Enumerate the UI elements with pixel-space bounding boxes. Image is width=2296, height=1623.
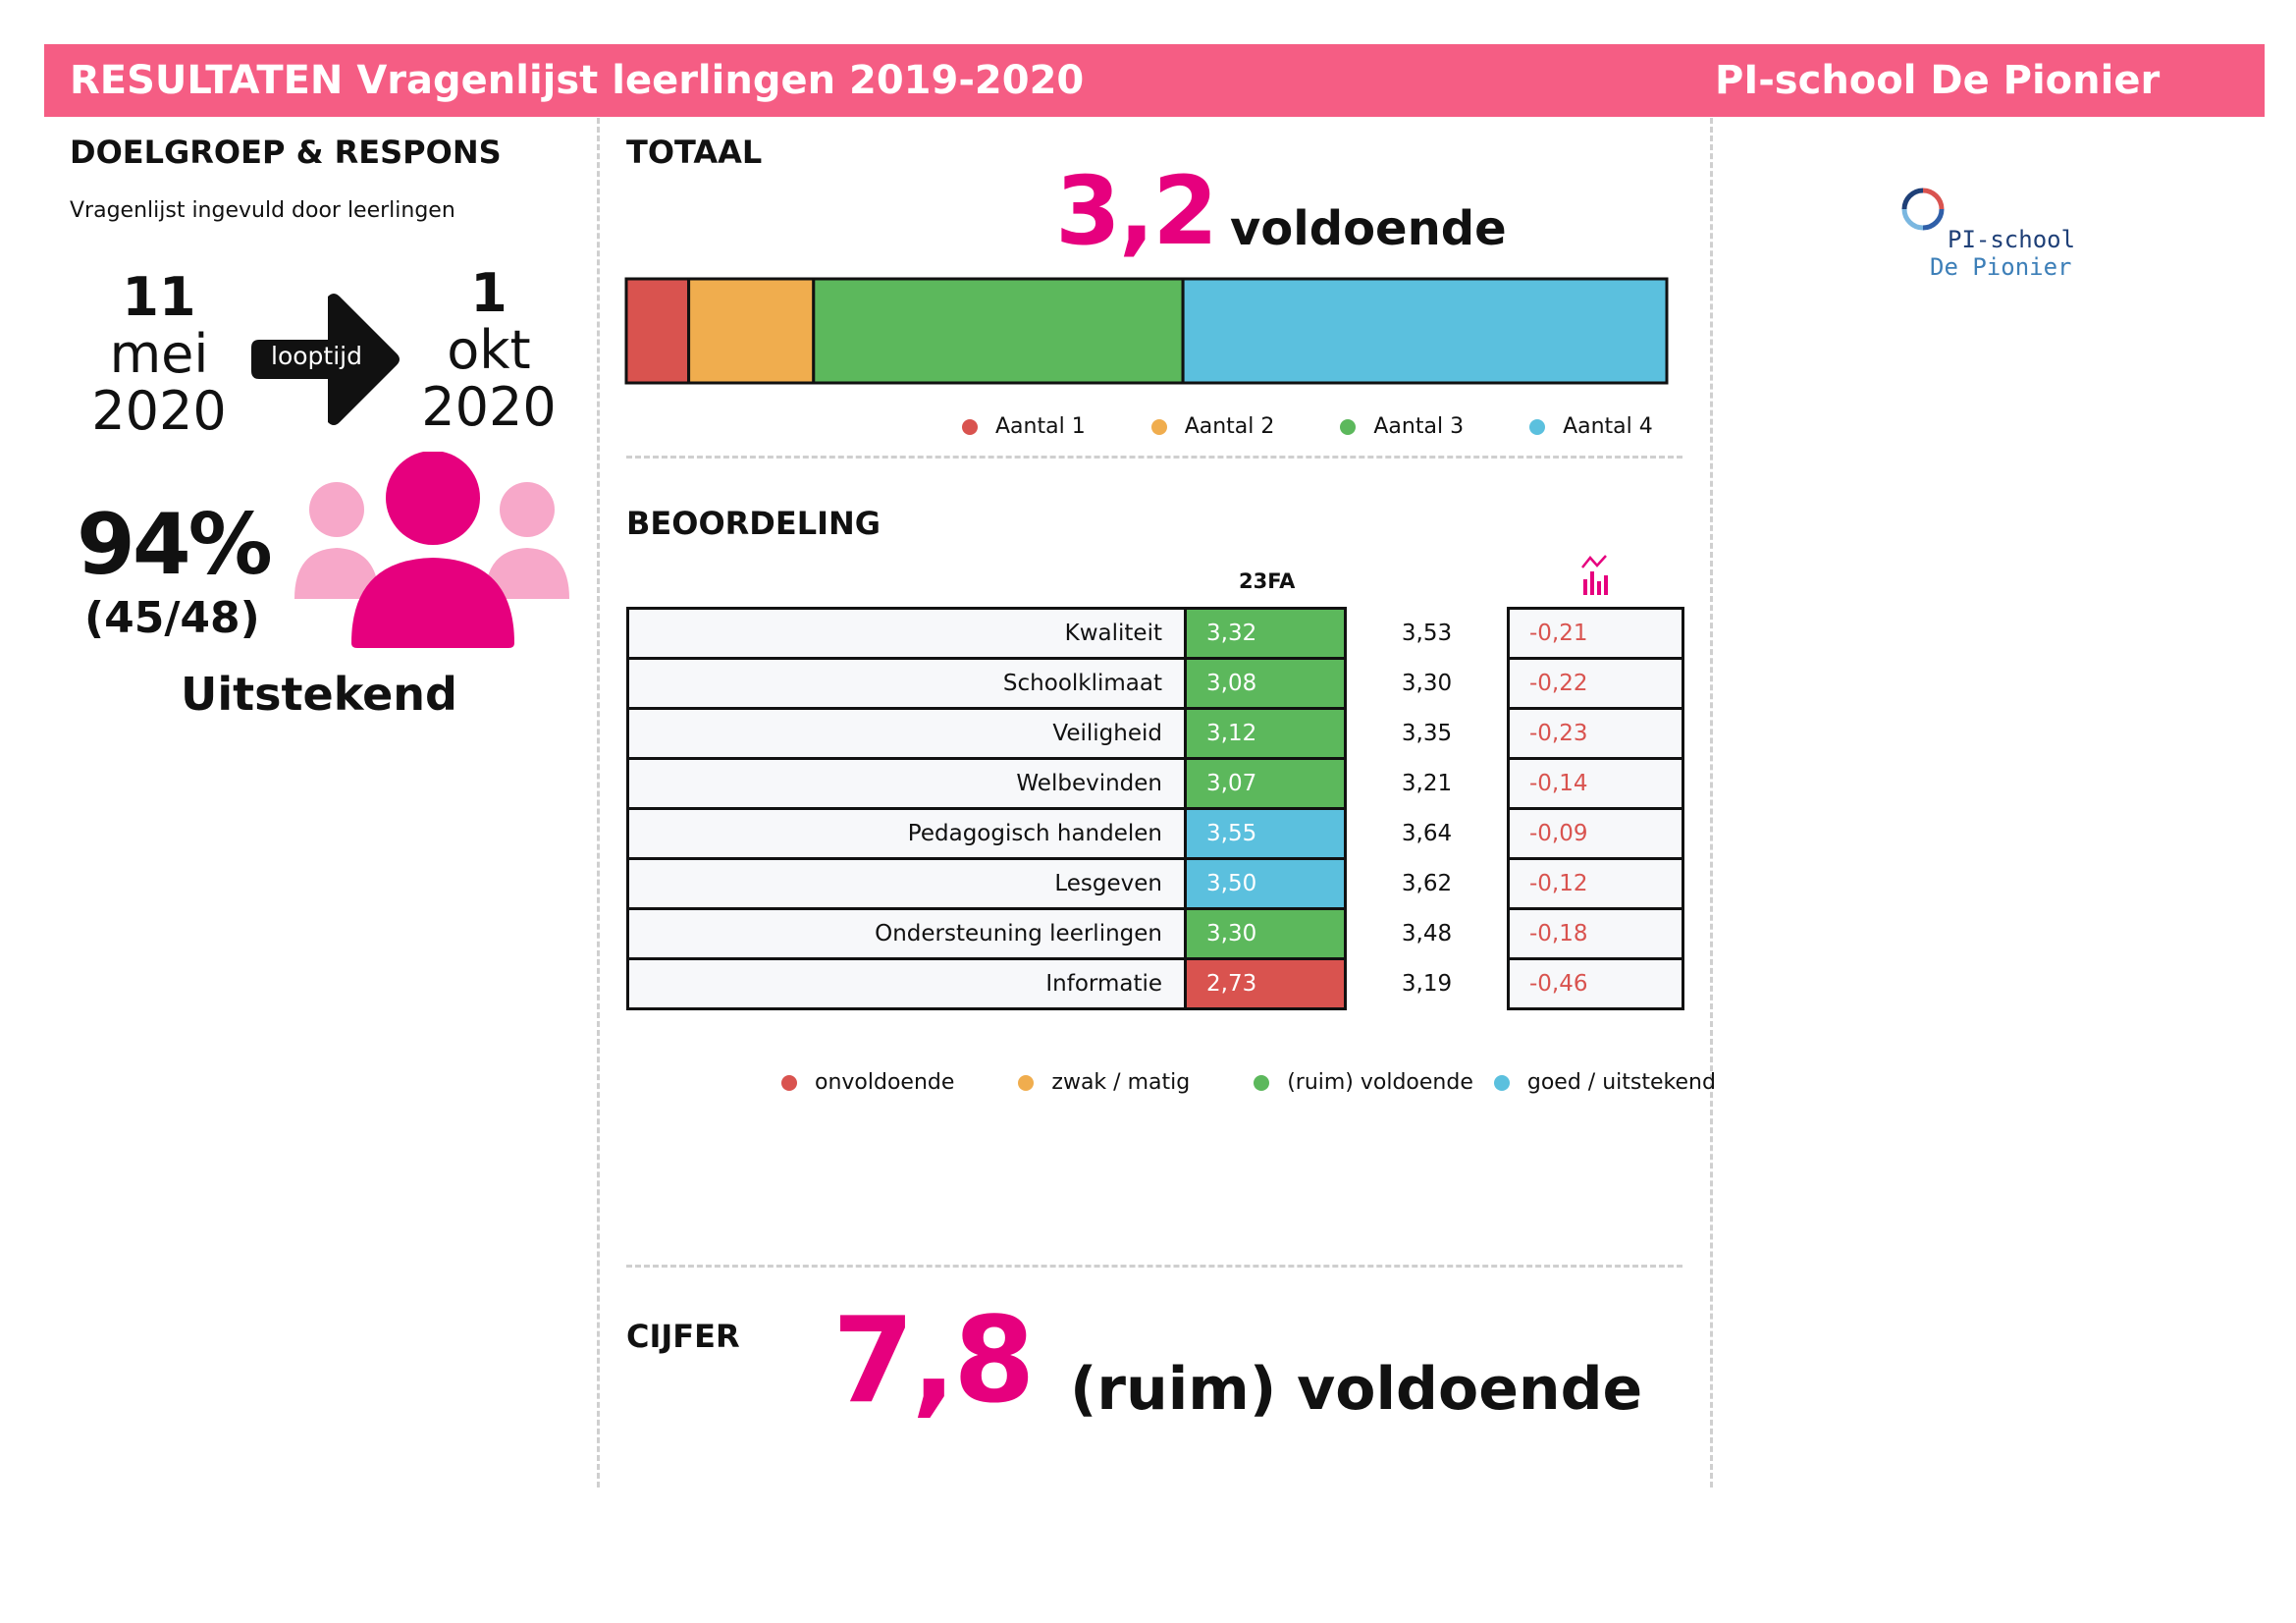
totaal-score-label: voldoende: [1230, 201, 1507, 256]
table-row: Ondersteuning leerlingen 3,30 3,48 -0,18: [626, 907, 1684, 960]
users-group-icon: [294, 451, 574, 648]
legend-item-aantal-4: Aantal 4: [1529, 414, 1653, 439]
row-label: Schoolklimaat: [626, 657, 1187, 710]
bar-segment-aantal-1: [624, 277, 691, 385]
row-reference: 3,64: [1401, 821, 1453, 846]
response-rating: Uitstekend: [181, 668, 457, 721]
bar-segment-aantal-2: [687, 277, 816, 385]
row-label: Informatie: [626, 957, 1187, 1010]
table-row: Pedagogisch handelen 3,55 3,64 -0,09: [626, 807, 1684, 860]
row-score: 3,55: [1184, 807, 1347, 860]
doelgroep-heading: DOELGROEP & RESPONS: [70, 134, 502, 171]
row-score: 3,30: [1184, 907, 1347, 960]
beoordeling-legend: onvoldoende zwak / matig (ruim) voldoend…: [781, 1070, 1716, 1095]
row-label: Ondersteuning leerlingen: [626, 907, 1187, 960]
table-row: Veiligheid 3,12 3,35 -0,23: [626, 707, 1684, 760]
row-label: Welbevinden: [626, 757, 1187, 810]
logo-text-line1: PI-school: [1948, 226, 2076, 253]
row-reference: 3,48: [1401, 921, 1453, 947]
start-day: 11: [122, 266, 196, 328]
row-reference: 3,62: [1401, 871, 1453, 896]
table-row: Schoolklimaat 3,08 3,30 -0,22: [626, 657, 1684, 710]
school-logo: PI-school De Pionier: [1900, 187, 2075, 295]
row-score: 3,08: [1184, 657, 1347, 710]
response-percentage: 94%: [77, 496, 273, 594]
row-score: 3,07: [1184, 757, 1347, 810]
school-name: PI-school De Pionier: [1715, 58, 2161, 103]
column-divider-right: [1710, 118, 1713, 1488]
end-year: 2020: [421, 376, 557, 438]
row-difference: -0,09: [1507, 807, 1684, 860]
row-label: Veiligheid: [626, 707, 1187, 760]
legend-item-aantal-3: Aantal 3: [1340, 414, 1464, 439]
start-month: mei: [109, 323, 209, 385]
end-date: 1 okt 2020: [400, 265, 577, 436]
end-day: 1: [470, 262, 507, 324]
bar-chart-trend-icon: [1581, 555, 1608, 595]
legend-item-ruim-voldoende: (ruim) voldoende: [1254, 1070, 1473, 1095]
legend-item-zwak-matig: zwak / matig: [1018, 1070, 1190, 1095]
looptijd-arrow: looptijd: [249, 291, 404, 428]
beoordeling-table: Kwaliteit 3,32 3,53 -0,21 Schoolklimaat 3,08 3…: [626, 607, 1684, 1010]
row-difference: -0,23: [1507, 707, 1684, 760]
totaal-heading: TOTAAL: [626, 134, 763, 171]
row-reference: 3,53: [1401, 621, 1453, 646]
legend-item-goed-uitstekend: goed / uitstekend: [1493, 1070, 1716, 1095]
table-row: Informatie 2,73 3,19 -0,46: [626, 957, 1684, 1010]
beoordeling-heading: BEOORDELING: [626, 505, 881, 542]
table-row: Welbevinden 3,07 3,21 -0,14: [626, 757, 1684, 810]
row-reference: 3,19: [1401, 971, 1453, 997]
section-divider: [626, 1265, 1682, 1268]
row-reference: 3,35: [1401, 721, 1453, 746]
page-header: RESULTATEN Vragenlijst leerlingen 2019-2…: [44, 44, 2265, 117]
legend-item-aantal-2: Aantal 2: [1150, 414, 1274, 439]
section-divider: [626, 456, 1682, 459]
bar-segment-aantal-4: [1181, 277, 1669, 385]
legend-item-aantal-1: Aantal 1: [962, 414, 1086, 439]
row-label: Pedagogisch handelen: [626, 807, 1187, 860]
start-year: 2020: [91, 380, 227, 442]
row-difference: -0,21: [1507, 607, 1684, 660]
response-count: (45/48): [84, 593, 260, 643]
doelgroep-subtitle: Vragenlijst ingevuld door leerlingen: [70, 198, 455, 223]
row-difference: -0,14: [1507, 757, 1684, 810]
arrow-right-icon: [251, 294, 400, 425]
looptijd-label: looptijd: [271, 342, 362, 370]
row-score: 3,12: [1184, 707, 1347, 760]
page-title: RESULTATEN Vragenlijst leerlingen 2019-2…: [70, 58, 1085, 103]
cijfer-score: 7,8: [832, 1293, 1036, 1430]
end-month: okt: [447, 319, 531, 381]
row-score: 2,73: [1184, 957, 1347, 1010]
row-difference: -0,12: [1507, 857, 1684, 910]
cijfer-score-label: (ruim) voldoende: [1070, 1355, 1643, 1424]
column-divider-left: [597, 118, 600, 1488]
row-difference: -0,46: [1507, 957, 1684, 1010]
cijfer-heading: CIJFER: [626, 1318, 740, 1355]
start-date: 11 mei 2020: [71, 269, 247, 440]
column-header-23fa: 23FA: [1239, 569, 1296, 593]
row-reference: 3,21: [1401, 771, 1453, 796]
row-difference: -0,18: [1507, 907, 1684, 960]
table-row: Lesgeven 3,50 3,62 -0,12: [626, 857, 1684, 910]
row-label: Kwaliteit: [626, 607, 1187, 660]
row-label: Lesgeven: [626, 857, 1187, 910]
logo-ring-icon: [1901, 188, 1945, 231]
row-difference: -0,22: [1507, 657, 1684, 710]
row-reference: 3,30: [1401, 671, 1453, 696]
totaal-score: 3,2: [1055, 156, 1218, 266]
totaal-legend: Aantal 1 Aantal 2 Aantal 3 Aantal 4: [962, 414, 1653, 439]
legend-item-onvoldoende: onvoldoende: [781, 1070, 954, 1095]
row-score: 3,50: [1184, 857, 1347, 910]
bar-segment-aantal-3: [812, 277, 1185, 385]
totaal-stacked-bar-chart: [624, 277, 1669, 385]
logo-text-line2: De Pionier: [1930, 253, 2072, 281]
row-score: 3,32: [1184, 607, 1347, 660]
table-row: Kwaliteit 3,32 3,53 -0,21: [626, 607, 1684, 660]
